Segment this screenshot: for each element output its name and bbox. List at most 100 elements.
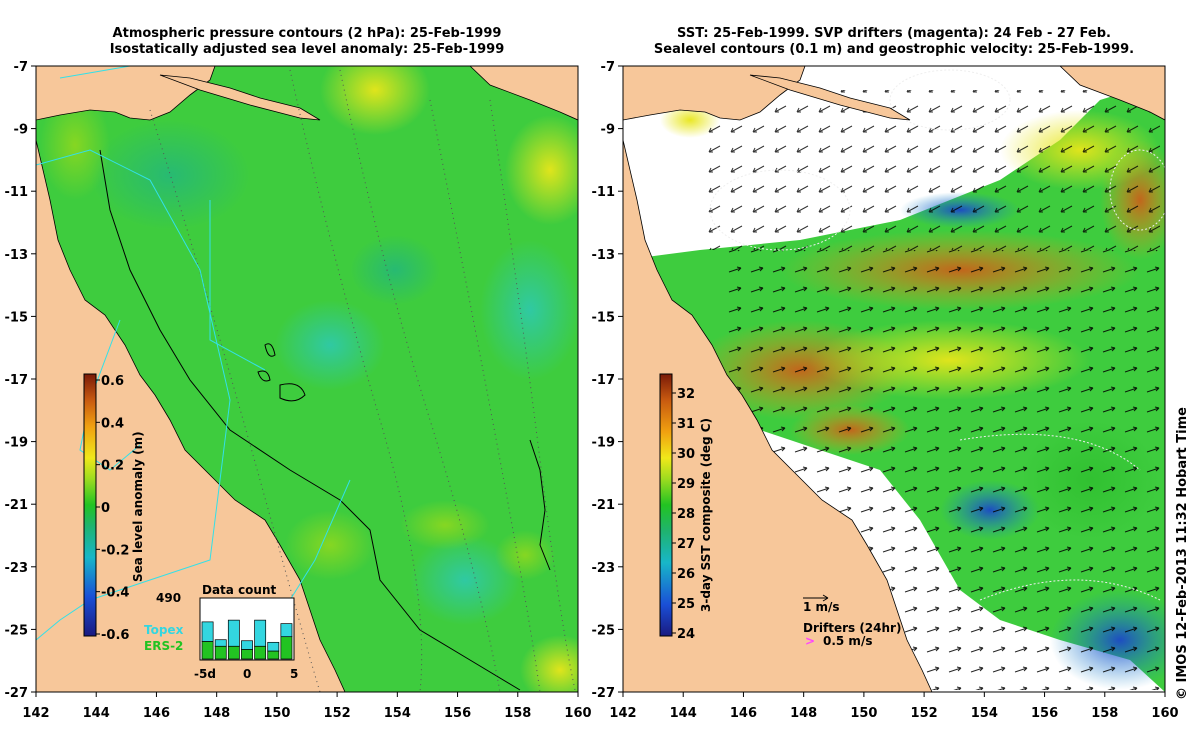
sla-high-south1 — [285, 510, 375, 580]
left-lat-label: -11 — [5, 185, 29, 200]
left-lon-label: 152 — [324, 706, 351, 721]
count-bar-topex — [214, 639, 227, 647]
sla-high-south3 — [520, 635, 578, 692]
sla-low-central — [275, 300, 385, 390]
sla-low-mid — [350, 235, 440, 305]
sla-colorbar-tick-label: -0.2 — [101, 543, 129, 558]
left-lat-label: -13 — [5, 248, 29, 263]
data-count-tick-0: 0 — [243, 667, 251, 681]
count-bar-ers2 — [267, 650, 280, 660]
sst-colorbar-tick-label: 32 — [677, 387, 695, 402]
sla-colorbar — [83, 373, 97, 637]
left-lon-label: 156 — [444, 706, 471, 721]
left-lon-label: 142 — [22, 706, 49, 721]
satellite-tracks — [36, 66, 351, 641]
sst-colorbar-tick-label: 31 — [677, 417, 695, 432]
sla-low-north — [90, 120, 250, 230]
left-lon-label: 160 — [564, 706, 591, 721]
small-islands-left — [257, 343, 306, 402]
left-lat-label: -27 — [5, 686, 29, 701]
count-bar-topex — [201, 621, 214, 642]
right-lat-label: -13 — [592, 248, 616, 263]
right-lon-label: 152 — [911, 706, 938, 721]
land-png-right — [623, 66, 806, 121]
right-title: SST: 25-Feb-1999. SVP drifters (magenta)… — [623, 26, 1165, 58]
data-count-bars — [201, 619, 293, 660]
drifter-arrow-icon: > — [805, 634, 815, 648]
sla-colorbar-tick-label: -0.4 — [101, 586, 129, 601]
right-lon-label: 158 — [1091, 706, 1118, 721]
left-lon-label: 148 — [203, 706, 230, 721]
count-bar-topex — [241, 640, 253, 650]
right-lon-label: 142 — [609, 706, 636, 721]
land-png-east-right — [1059, 66, 1165, 121]
count-bar-topex — [254, 619, 267, 647]
sla-colorbar-tick-label: 0 — [101, 501, 110, 516]
sla-high-ne — [505, 115, 578, 225]
sst-colorbar-tick-label: 24 — [677, 627, 695, 642]
velocity-scale-arrow — [803, 594, 829, 602]
count-bar-ers2 — [201, 641, 214, 660]
sla-high-south4 — [495, 530, 555, 580]
left-lon-label: 144 — [83, 706, 110, 721]
count-bar-ers2 — [241, 649, 253, 660]
drifters-scale-label: 0.5 m/s — [823, 634, 872, 648]
data-count-tick-5: 5 — [290, 667, 298, 681]
land-png-islands-right — [749, 74, 911, 121]
sla-colorbar-tick-label: 0.4 — [101, 416, 124, 431]
left-map — [36, 66, 578, 692]
legend-topex: Topex — [144, 623, 184, 637]
right-lon-label: 160 — [1151, 706, 1178, 721]
credit-text: © IMOS 12-Feb-2013 11:32 Hobart Time — [1175, 407, 1190, 700]
left-lat-label: -21 — [5, 498, 29, 513]
count-bar-ers2 — [254, 645, 267, 660]
sst-colorbar-tick-label: 30 — [677, 447, 695, 462]
sealevel-contours — [709, 69, 1165, 601]
land-png-east-left — [469, 66, 578, 121]
right-lat-label: -25 — [592, 623, 616, 638]
right-lat-label: -9 — [601, 123, 615, 138]
left-title-line2: Isostatically adjusted sea level anomaly… — [109, 42, 505, 57]
right-lat-label: -23 — [592, 561, 616, 576]
right-lat-label: -7 — [601, 60, 615, 75]
sst-colorbar-tick-label: 27 — [677, 537, 695, 552]
sla-high-west — [40, 90, 110, 200]
right-lon-label: 156 — [1031, 706, 1058, 721]
left-lat-label: -23 — [5, 561, 29, 576]
count-bar-topex — [280, 623, 293, 638]
left-title-line1: Atmospheric pressure contours (2 hPa): 2… — [112, 26, 502, 41]
sst-colorbar-tick-label: 26 — [677, 567, 695, 582]
sst-colorbar-tick-label: 29 — [677, 477, 695, 492]
left-lat-label: -17 — [5, 373, 29, 388]
right-lon-label: 154 — [971, 706, 998, 721]
sla-low-east — [480, 240, 578, 380]
count-bar-topex — [267, 641, 280, 652]
count-bar-ers2 — [280, 636, 293, 660]
left-lat-label: -25 — [5, 623, 29, 638]
right-lon-label: 144 — [670, 706, 697, 721]
sla-colorbar-tick-label: 0.2 — [101, 459, 124, 474]
pressure-contours — [149, 69, 576, 692]
sst-colorbar-title: 3-day SST composite (deg C) — [699, 418, 713, 612]
right-lat-label: -11 — [592, 185, 616, 200]
drifters-label: Drifters (24hr) — [803, 621, 901, 635]
right-title-line2: Sealevel contours (0.1 m) and geostrophi… — [653, 42, 1135, 57]
sla-colorbar-ticks: 0.6 0.4 0.2 0 -0.2 -0.4 -0.6 — [96, 374, 129, 643]
sst-colorbar-ticks: 32 31 30 29 28 27 26 25 24 — [672, 387, 695, 642]
left-lat-label: -9 — [14, 123, 28, 138]
sla-colorbar-title: Sea level anomaly (m) — [131, 431, 145, 582]
left-lon-label: 158 — [504, 706, 531, 721]
velocity-scale-label: 1 m/s — [803, 600, 840, 614]
right-lon-label: 148 — [790, 706, 817, 721]
right-title-line1: SST: 25-Feb-1999. SVP drifters (magenta)… — [677, 26, 1111, 41]
right-lon-label: 150 — [850, 706, 877, 721]
sla-colorbar-tick-label: 0.6 — [101, 374, 124, 389]
right-lat-label: -15 — [592, 310, 616, 325]
count-bar-ers2 — [214, 645, 227, 660]
sla-high-north — [320, 66, 430, 135]
land-png-left — [36, 66, 216, 121]
data-count-tick-neg5: -5d — [194, 667, 216, 681]
land-australia-right — [623, 139, 933, 692]
left-lat-label: -7 — [14, 60, 28, 75]
